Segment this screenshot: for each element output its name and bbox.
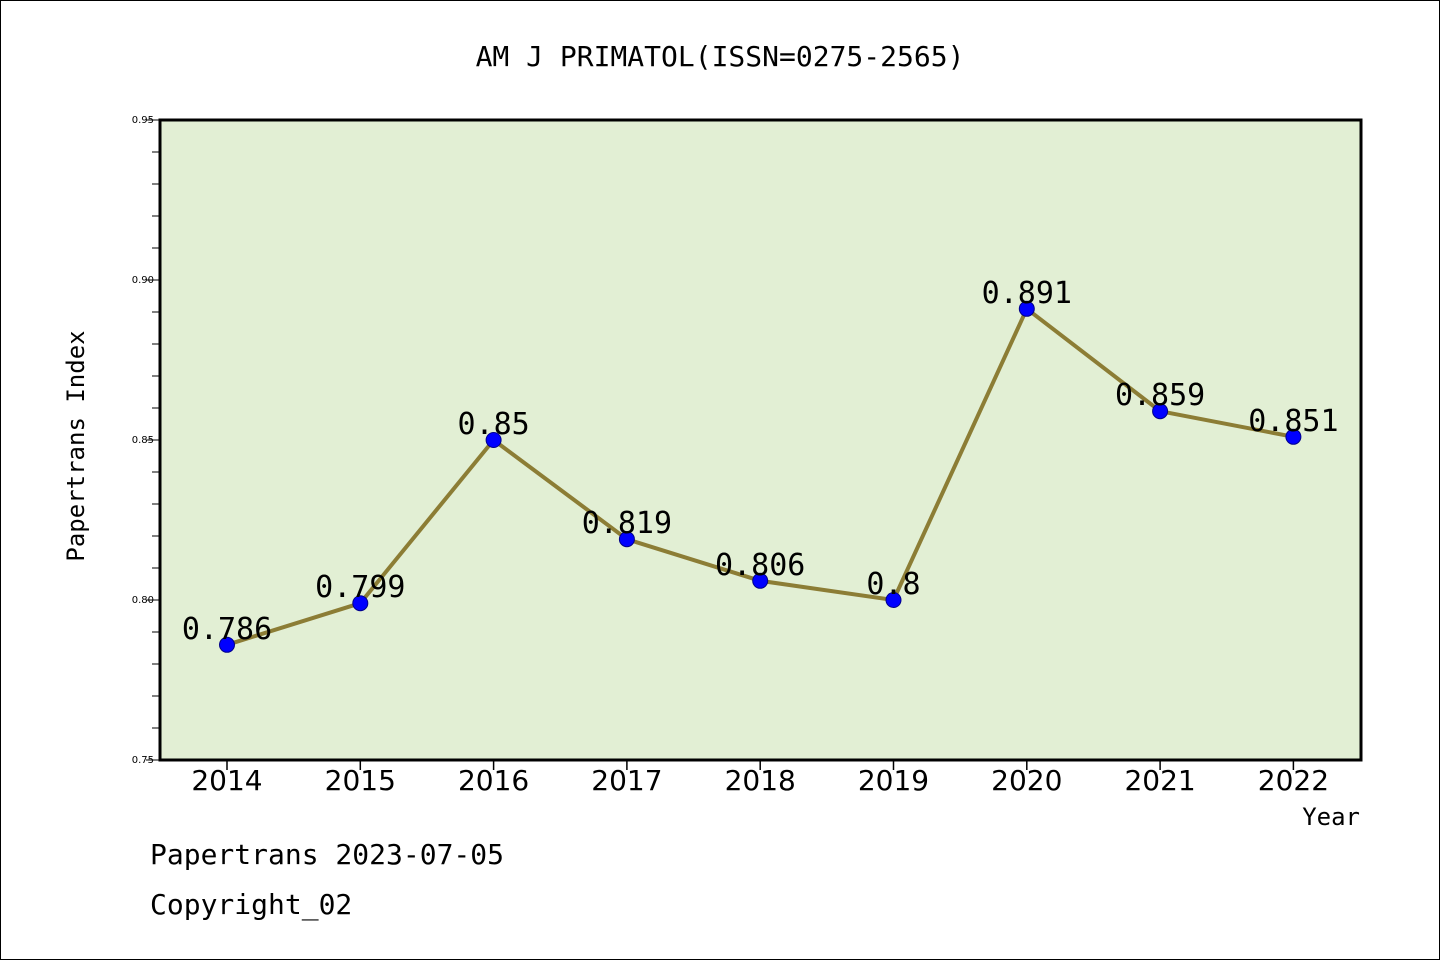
y-axis-label: Papertrans Index — [62, 330, 90, 561]
data-label: 0.859 — [1115, 378, 1205, 413]
x-tick-label: 2022 — [1258, 764, 1329, 797]
x-tick-label: 2021 — [1124, 764, 1195, 797]
data-labels: 0.786 0.799 0.85 0.819 0.806 0.8 0.891 0.859 0.8… — [182, 276, 1339, 647]
y-axis: 0.75 0.80 0.85 0.90 0.95 — [132, 115, 160, 766]
x-tick-label: 2019 — [858, 764, 929, 797]
plot-area — [158, 118, 1363, 762]
data-label: 0.806 — [715, 548, 805, 583]
y-tick-label: 0.95 — [132, 115, 154, 126]
data-label: 0.851 — [1248, 404, 1338, 439]
data-label: 0.85 — [457, 407, 529, 442]
y-tick-label: 0.80 — [132, 595, 154, 606]
data-point — [885, 592, 902, 608]
x-tick-label: 2017 — [591, 764, 662, 797]
data-point — [485, 432, 502, 448]
data-label: 0.891 — [982, 276, 1072, 311]
data-point — [352, 595, 369, 612]
y-tick-label: 0.90 — [132, 275, 154, 286]
x-axis: 2014 2015 2016 2017 2018 2019 2020 2021 2022 — [191, 760, 1329, 797]
x-tick-label: 2018 — [725, 764, 796, 797]
data-points — [219, 300, 1302, 653]
x-tick-label: 2014 — [191, 764, 262, 797]
y-tick-label: 0.85 — [132, 435, 154, 446]
data-label: 0.786 — [182, 612, 272, 647]
x-tick-label: 2015 — [325, 764, 396, 797]
footer-copyright: Copyright_02 — [150, 888, 352, 922]
data-label: 0.799 — [315, 570, 405, 605]
data-point — [618, 531, 635, 548]
data-point — [219, 636, 235, 653]
x-tick-label: 2020 — [991, 764, 1062, 797]
data-label: 0.819 — [582, 506, 672, 541]
chart-title: AM J PRIMATOL(ISSN=0275-2565) — [476, 40, 965, 73]
data-point — [752, 572, 769, 589]
data-label: 0.8 — [866, 567, 920, 602]
x-tick-label: 2016 — [458, 764, 529, 797]
x-axis-label: Year — [1302, 803, 1360, 831]
data-point — [1285, 428, 1302, 445]
footer-date: Papertrans 2023-07-05 — [150, 838, 504, 871]
data-point — [1018, 300, 1035, 317]
y-tick-label: 0.75 — [132, 755, 154, 766]
data-point — [1152, 403, 1169, 420]
